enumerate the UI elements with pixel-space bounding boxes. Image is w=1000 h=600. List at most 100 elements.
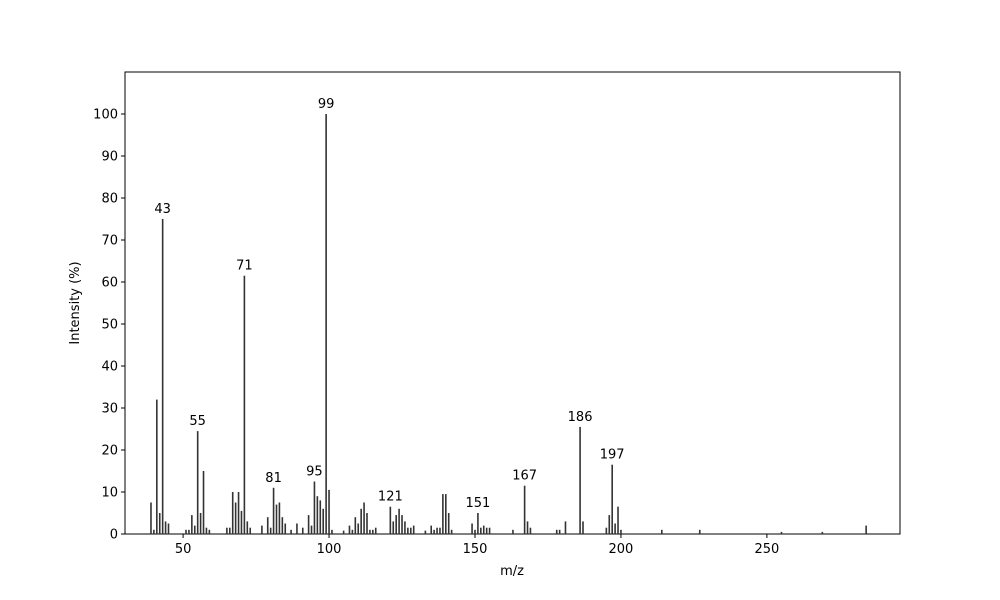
peak bbox=[523, 485, 526, 534]
x-tick-label: 250 bbox=[754, 542, 779, 557]
peak bbox=[278, 502, 281, 534]
peak bbox=[389, 506, 392, 534]
peak bbox=[564, 521, 567, 534]
peak bbox=[156, 399, 158, 534]
x-tick-label: 50 bbox=[175, 542, 192, 557]
peak bbox=[512, 529, 514, 534]
peak bbox=[316, 496, 319, 534]
peak bbox=[392, 521, 395, 534]
peak bbox=[161, 219, 164, 534]
peak bbox=[447, 513, 450, 534]
peak bbox=[485, 527, 488, 534]
peak-label: 121 bbox=[378, 490, 403, 505]
peak bbox=[526, 521, 529, 534]
peak-label: 167 bbox=[512, 469, 537, 484]
peak bbox=[430, 525, 433, 534]
peak bbox=[322, 508, 325, 534]
peak bbox=[167, 523, 170, 534]
peak bbox=[620, 529, 622, 534]
peak bbox=[331, 529, 333, 534]
peak bbox=[296, 523, 298, 534]
peak bbox=[439, 527, 441, 534]
peak bbox=[193, 525, 196, 534]
peak bbox=[450, 529, 453, 534]
peak bbox=[313, 481, 316, 534]
peak bbox=[611, 464, 613, 534]
peak bbox=[488, 527, 491, 534]
y-tick-label: 20 bbox=[101, 444, 118, 459]
peak bbox=[158, 513, 161, 534]
peak bbox=[266, 517, 269, 534]
peak-label: 197 bbox=[600, 448, 625, 463]
y-tick-label: 0 bbox=[110, 528, 118, 543]
peak bbox=[579, 426, 581, 534]
peak bbox=[342, 530, 345, 534]
peak bbox=[234, 502, 237, 534]
peak bbox=[164, 521, 167, 534]
peak bbox=[351, 529, 354, 534]
y-tick-label: 100 bbox=[93, 108, 118, 123]
peak-label: 55 bbox=[189, 414, 206, 429]
peak bbox=[153, 529, 155, 534]
y-tick-label: 60 bbox=[101, 276, 118, 291]
peak bbox=[240, 510, 243, 534]
y-axis-label: Intensity (%) bbox=[68, 261, 83, 344]
y-tick-label: 10 bbox=[101, 486, 118, 501]
peak bbox=[228, 527, 231, 534]
peak bbox=[366, 513, 368, 534]
peak bbox=[608, 515, 611, 534]
peak-label: 151 bbox=[465, 496, 490, 511]
peak bbox=[433, 529, 435, 534]
x-tick-label: 100 bbox=[317, 542, 342, 557]
peak bbox=[480, 527, 482, 534]
peak bbox=[150, 502, 152, 534]
peak bbox=[398, 508, 400, 534]
peak bbox=[328, 489, 330, 534]
peak bbox=[290, 529, 292, 534]
y-tick-label: 80 bbox=[101, 192, 118, 207]
peak-label: 81 bbox=[265, 471, 282, 486]
peak bbox=[424, 530, 427, 534]
peak bbox=[231, 492, 234, 534]
peak bbox=[442, 494, 444, 534]
x-tick-label: 150 bbox=[463, 542, 488, 557]
plot-frame bbox=[124, 71, 901, 535]
y-tick-label: 40 bbox=[101, 360, 118, 375]
peak bbox=[269, 527, 272, 534]
peak bbox=[360, 508, 362, 534]
peak bbox=[325, 114, 327, 534]
peak bbox=[409, 527, 412, 534]
peak bbox=[436, 527, 438, 534]
peak bbox=[249, 527, 252, 534]
peak bbox=[780, 531, 783, 534]
x-tick-label: 200 bbox=[609, 542, 634, 557]
peak bbox=[199, 513, 202, 534]
peak-label: 43 bbox=[154, 202, 171, 217]
peak bbox=[372, 529, 374, 534]
peak bbox=[301, 527, 304, 534]
peak bbox=[471, 523, 473, 534]
peak bbox=[605, 527, 608, 534]
peak bbox=[445, 494, 447, 534]
peak bbox=[555, 529, 558, 534]
peak-label: 95 bbox=[306, 465, 323, 480]
peak bbox=[310, 525, 313, 534]
peak bbox=[404, 521, 406, 534]
peak bbox=[661, 529, 663, 534]
peak bbox=[617, 506, 619, 534]
peak bbox=[284, 523, 287, 534]
peak-label: 186 bbox=[568, 410, 593, 425]
peak bbox=[319, 500, 322, 534]
y-tick-label: 50 bbox=[101, 318, 118, 333]
peak bbox=[243, 275, 246, 534]
peak bbox=[307, 515, 310, 534]
x-axis-label: m/z bbox=[500, 564, 524, 579]
peak bbox=[185, 529, 187, 534]
peak bbox=[369, 529, 371, 534]
peak bbox=[558, 529, 561, 534]
peak bbox=[363, 502, 365, 534]
peak bbox=[412, 525, 415, 534]
peak bbox=[246, 521, 249, 534]
peak bbox=[261, 525, 263, 534]
